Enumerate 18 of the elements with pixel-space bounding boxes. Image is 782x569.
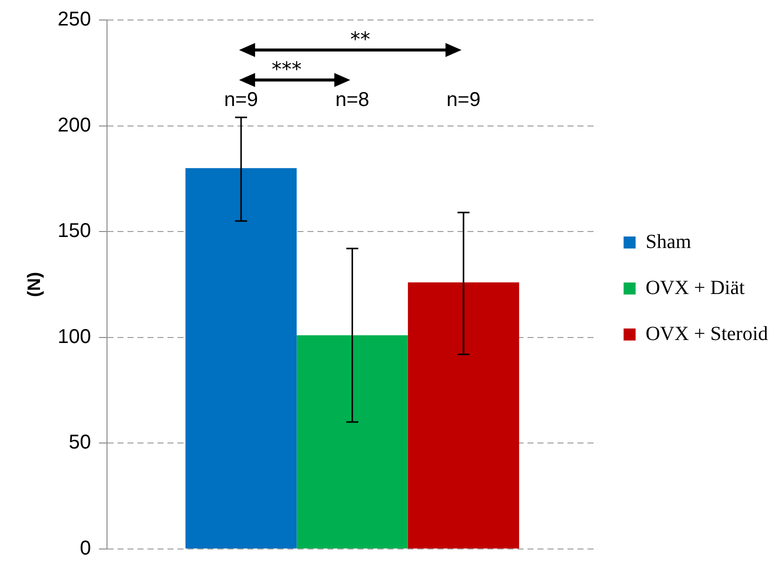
legend-label: OVX + Steroid [646, 322, 768, 345]
bar [185, 168, 297, 548]
annotation: n=8 [335, 89, 370, 111]
legend-label: Sham [646, 230, 692, 253]
bar [296, 335, 408, 548]
annotation: *** [272, 57, 302, 81]
y-tick-label: 100 [58, 326, 91, 348]
y-tick-label: 150 [58, 220, 91, 242]
legend-label: OVX + Diät [646, 276, 746, 299]
annotation: n=9 [224, 89, 258, 111]
y-tick-label: 50 [68, 432, 91, 454]
y-tick-label: 250 [58, 8, 91, 31]
y-tick-label: 200 [58, 114, 91, 136]
annotation: ** [350, 27, 370, 51]
bar [408, 282, 520, 548]
y-tick-label: 0 [80, 538, 91, 560]
annotation: n=9 [446, 89, 480, 111]
y-axis-title: (N) [24, 272, 44, 297]
